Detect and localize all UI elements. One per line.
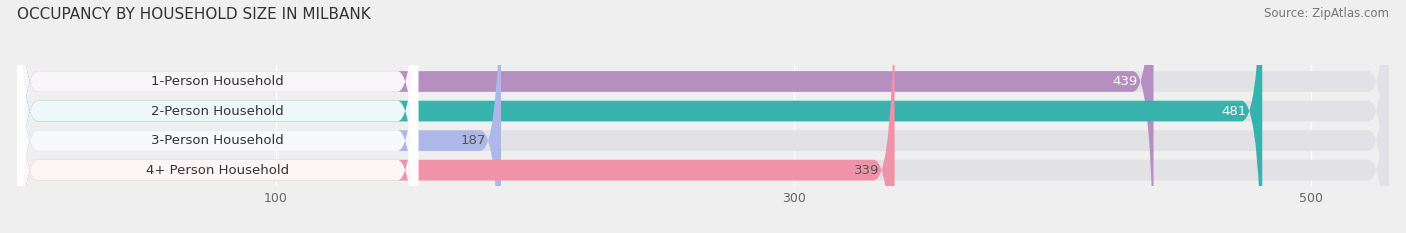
- FancyBboxPatch shape: [17, 0, 501, 233]
- Text: 3-Person Household: 3-Person Household: [152, 134, 284, 147]
- Text: 1-Person Household: 1-Person Household: [152, 75, 284, 88]
- Text: 439: 439: [1112, 75, 1137, 88]
- FancyBboxPatch shape: [17, 0, 418, 233]
- FancyBboxPatch shape: [17, 0, 894, 233]
- FancyBboxPatch shape: [17, 0, 1389, 233]
- FancyBboxPatch shape: [17, 0, 1389, 233]
- Text: OCCUPANCY BY HOUSEHOLD SIZE IN MILBANK: OCCUPANCY BY HOUSEHOLD SIZE IN MILBANK: [17, 7, 371, 22]
- Text: Source: ZipAtlas.com: Source: ZipAtlas.com: [1264, 7, 1389, 20]
- FancyBboxPatch shape: [17, 0, 418, 233]
- Text: 2-Person Household: 2-Person Household: [152, 105, 284, 117]
- Text: 187: 187: [460, 134, 485, 147]
- FancyBboxPatch shape: [17, 0, 418, 233]
- Text: 481: 481: [1222, 105, 1247, 117]
- Text: 4+ Person Household: 4+ Person Household: [146, 164, 290, 177]
- Text: 339: 339: [853, 164, 879, 177]
- FancyBboxPatch shape: [17, 0, 1389, 233]
- FancyBboxPatch shape: [17, 0, 1389, 233]
- FancyBboxPatch shape: [17, 0, 418, 233]
- FancyBboxPatch shape: [17, 0, 1263, 233]
- FancyBboxPatch shape: [17, 0, 1153, 233]
